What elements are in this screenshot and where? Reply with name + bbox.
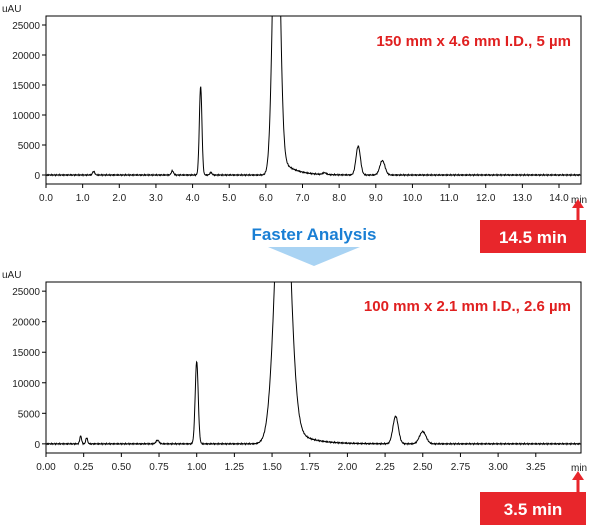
x-tick-label: 6.0 xyxy=(259,193,273,204)
x-tick-label: 1.75 xyxy=(300,462,320,473)
x-tick-label: 3.25 xyxy=(526,462,546,473)
y-tick-label: 15000 xyxy=(12,348,40,359)
badge-top-arrow-head xyxy=(572,199,584,208)
badge-top-label: 14.5 min xyxy=(499,228,567,247)
x-tick-label: 0.50 xyxy=(112,462,132,473)
y-tick-label: 25000 xyxy=(12,21,40,32)
y-tick-label: 0 xyxy=(34,440,40,451)
x-tick-label: 1.0 xyxy=(76,193,90,204)
x-tick-label: 5.0 xyxy=(222,193,236,204)
y-tick-label: 10000 xyxy=(12,379,40,390)
chart-bottom-annotation: 100 mm x 2.1 mm I.D., 2.6 µm xyxy=(364,298,571,315)
x-tick-label: 1.50 xyxy=(262,462,282,473)
badge-bottom-label: 3.5 min xyxy=(504,500,563,519)
x-tick-label: 2.25 xyxy=(375,462,395,473)
faster-analysis: Faster Analysis xyxy=(251,225,377,266)
x-tick-label: 1.00 xyxy=(187,462,207,473)
faster-analysis-arrow xyxy=(268,247,360,266)
x-tick-label: 3.00 xyxy=(488,462,508,473)
time-badge-top: 14.5 min xyxy=(480,199,586,253)
x-tick-label: 10.0 xyxy=(403,193,423,204)
x-tick-label: 13.0 xyxy=(513,193,533,204)
x-tick-label: 7.0 xyxy=(296,193,310,204)
x-tick-label: 0.75 xyxy=(149,462,169,473)
x-tick-label: 2.00 xyxy=(338,462,358,473)
chart-top-annotation: 150 mm x 4.6 mm I.D., 5 µm xyxy=(376,33,571,50)
x-tick-label: 0.00 xyxy=(36,462,56,473)
chart-bottom-y-unit: uAU xyxy=(2,270,21,281)
y-tick-label: 10000 xyxy=(12,111,40,122)
y-tick-label: 5000 xyxy=(18,409,41,420)
x-tick-label: 1.25 xyxy=(225,462,245,473)
x-tick-label: 2.75 xyxy=(451,462,471,473)
x-tick-label: 2.0 xyxy=(112,193,126,204)
x-tick-label: 0.0 xyxy=(39,193,53,204)
x-tick-label: 2.50 xyxy=(413,462,433,473)
faster-analysis-label: Faster Analysis xyxy=(251,225,376,244)
chart-top-trace xyxy=(46,16,581,177)
x-tick-label: 3.0 xyxy=(149,193,163,204)
x-tick-label: 8.0 xyxy=(332,193,346,204)
chart-bottom-frame xyxy=(45,281,582,454)
badge-bottom-arrow-head xyxy=(572,471,584,480)
y-tick-label: 25000 xyxy=(12,287,40,298)
chart-top-x-unit: min xyxy=(571,195,587,206)
x-tick-label: 14.0 xyxy=(549,193,569,204)
badge-bottom-box xyxy=(480,492,586,525)
chart-bottom-trace xyxy=(46,282,581,446)
chart-bottom: uAU min 100 mm x 2.1 mm I.D., 2.6 µm 0.0… xyxy=(2,270,587,474)
x-tick-label: 9.0 xyxy=(369,193,383,204)
x-tick-label: 4.0 xyxy=(186,193,200,204)
x-tick-label: 0.25 xyxy=(74,462,94,473)
x-tick-label: 12.0 xyxy=(476,193,496,204)
chart-bottom-ticks: 0.00 0.25 0.50 0.75 1.00 1.25 1.50 1.75 2.00 2.25… xyxy=(12,287,546,473)
x-tick-label: 11.0 xyxy=(440,193,459,204)
time-badge-bottom: 3.5 min xyxy=(480,471,586,525)
y-tick-label: 20000 xyxy=(12,318,40,329)
chart-bottom-x-unit: min xyxy=(571,463,587,474)
chart-top-frame xyxy=(45,15,582,185)
badge-top-box xyxy=(480,220,586,253)
y-tick-label: 0 xyxy=(34,171,40,182)
chart-top-y-unit: uAU xyxy=(2,4,21,15)
chart-top-ticks: 0.0 1.0 2.0 3.0 4.0 5.0 6.0 7.0 8.0 9.0 10.0 11.0 12… xyxy=(12,21,569,204)
y-tick-label: 20000 xyxy=(12,51,40,62)
y-tick-label: 5000 xyxy=(18,141,41,152)
chart-top: uAU min 150 mm x 4.6 mm I.D., 5 µm 0.0 1.… xyxy=(2,4,587,206)
y-tick-label: 15000 xyxy=(12,81,40,92)
